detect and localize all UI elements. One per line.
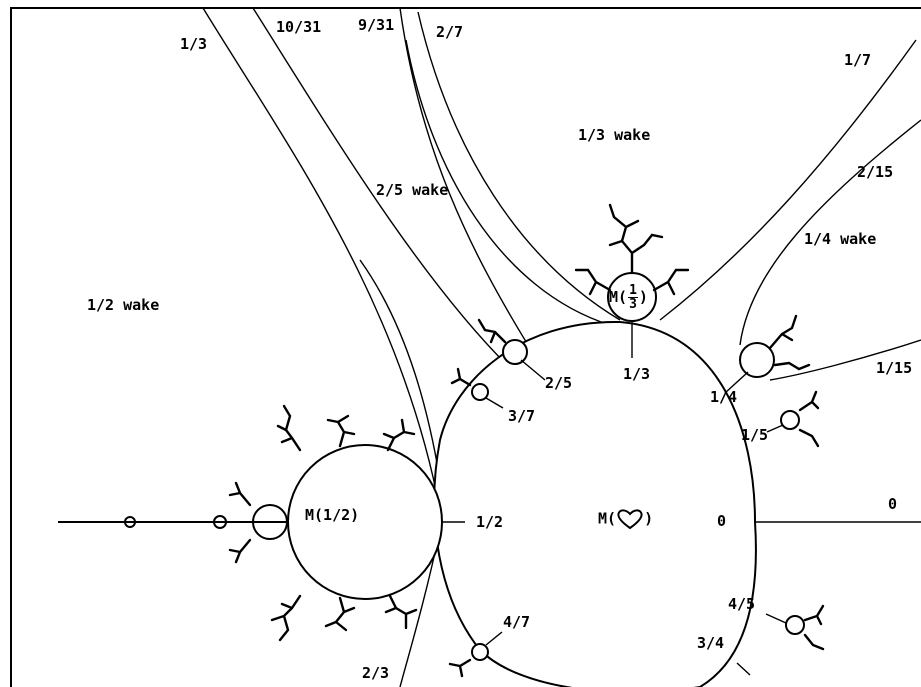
ray-9-31 xyxy=(399,7,529,346)
frame xyxy=(10,7,921,687)
m-heart-prefix: M( xyxy=(598,509,617,528)
ray-1-3-outer xyxy=(202,7,441,511)
filaments xyxy=(228,203,825,678)
heart-icon xyxy=(617,509,643,530)
bulb-label-4-7: 4/7 xyxy=(503,613,531,631)
bulb-label-0: 0 xyxy=(717,512,727,530)
bulb-1-4 xyxy=(739,342,775,378)
bulb-label-1-3: 1/3 xyxy=(623,365,651,383)
bulb-3-7 xyxy=(471,383,489,401)
bulb-1-5 xyxy=(780,410,800,430)
ray-1-15 xyxy=(769,339,921,381)
wake-label-1-4: 1/4 wake xyxy=(804,230,877,248)
m-third-prefix: M( xyxy=(609,288,628,306)
bulb-label-3-7: 3/7 xyxy=(508,407,536,425)
wake-label-2-5: 2/5 wake xyxy=(376,181,449,199)
mandelbrot-set xyxy=(124,272,805,687)
angle-label-10-31: 10/31 xyxy=(276,18,322,36)
angle-label-0-right: 0 xyxy=(888,495,898,513)
bulb-label-4-5: 4/5 xyxy=(728,595,756,613)
ray-2-15 xyxy=(739,119,921,346)
m-third-denominator: 3 xyxy=(629,297,637,312)
angle-label-1-3-top: 1/3 xyxy=(180,35,208,53)
bulb-label-1-5: 1/5 xyxy=(741,426,769,444)
wake-label-1-2: 1/2 wake xyxy=(87,296,160,314)
angle-label-2-7: 2/7 xyxy=(436,23,464,41)
wake-label-1-3: 1/3 wake xyxy=(578,126,651,144)
ray-1-3-wake-left xyxy=(405,39,611,326)
ray-1-2-inner xyxy=(359,259,441,481)
bulb-4-5 xyxy=(785,615,805,635)
bulb-label-1-4: 1/4 xyxy=(710,388,738,406)
bulb-4-7 xyxy=(471,643,489,661)
ray-10-31 xyxy=(252,7,513,371)
bulb-label-2-5: 2/5 xyxy=(545,374,573,392)
angle-label-2-15: 2/15 xyxy=(857,163,894,181)
label-ticks xyxy=(442,321,787,676)
angle-label-1-7: 1/7 xyxy=(844,51,872,69)
angle-label-2-3: 2/3 xyxy=(362,664,390,682)
m-third-suffix: ) xyxy=(638,288,648,306)
bulb-label-3-4: 3/4 xyxy=(697,634,725,652)
ray-1-7 xyxy=(659,39,917,321)
component-label-m-half: M(1/2) xyxy=(305,506,360,524)
angle-label-1-15: 1/15 xyxy=(876,359,913,377)
component-label-m-third: M(1 3) xyxy=(609,284,648,311)
m-third-numerator: 1 xyxy=(628,283,638,298)
m-heart-suffix: ) xyxy=(644,509,654,528)
main-cardioid xyxy=(433,320,757,687)
bulb-2-5 xyxy=(502,339,528,365)
angle-label-9-31: 9/31 xyxy=(358,16,395,34)
bulb-label-1-2: 1/2 xyxy=(476,513,504,531)
component-label-m-heart: M() xyxy=(598,508,653,530)
ray-2-7 xyxy=(417,11,621,321)
